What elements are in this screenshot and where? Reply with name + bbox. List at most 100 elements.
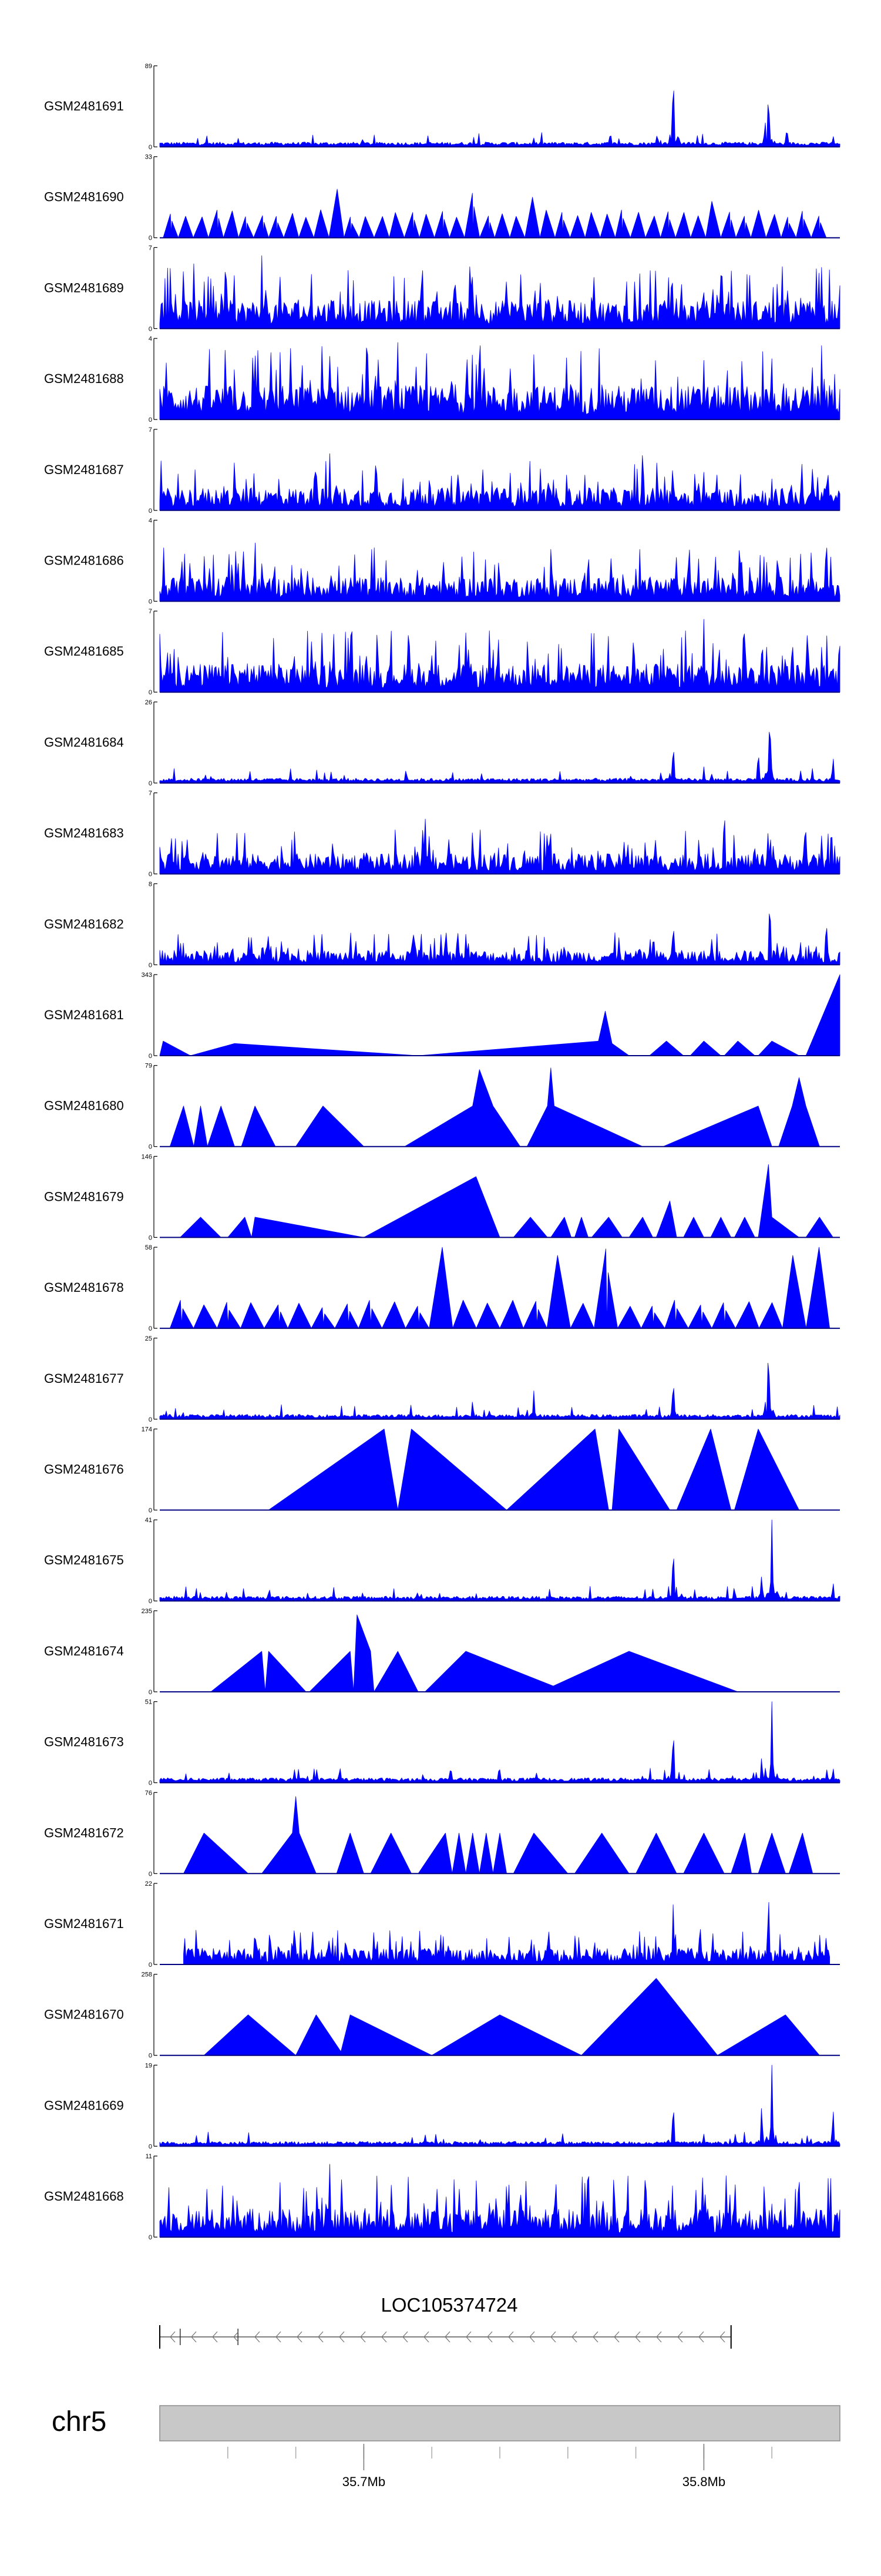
- strand-arrow-icon: [254, 2331, 260, 2343]
- strand-arrow-icon: [677, 2331, 683, 2343]
- track-label: GSM2481681: [44, 1007, 124, 1022]
- signal-area: [159, 731, 840, 784]
- y-tick-label-max: 8: [149, 881, 152, 888]
- y-tick-label-zero: 0: [149, 780, 152, 787]
- signal-area: [159, 255, 840, 329]
- track-label: GSM2481675: [44, 1553, 124, 1567]
- y-tick-label-max: 19: [145, 2062, 152, 2069]
- strand-arrow-icon: [297, 2331, 302, 2343]
- track-GSM2481678: GSM2481678 58 0: [44, 1244, 840, 1332]
- track-label: GSM2481690: [44, 190, 124, 204]
- signal-area: [159, 1519, 840, 1601]
- track-GSM2481681: GSM2481681 343 0: [44, 972, 840, 1060]
- y-tick-label-zero: 0: [149, 599, 152, 606]
- track-GSM2481677: GSM2481677 25 0: [44, 1335, 840, 1423]
- track-label: GSM2481669: [44, 2098, 124, 2112]
- strand-arrow-icon: [360, 2331, 366, 2343]
- y-tick-label-zero: 0: [149, 508, 152, 515]
- y-tick-label-max: 33: [145, 154, 152, 161]
- y-tick-label-max: 258: [142, 1972, 152, 1979]
- track-label: GSM2481672: [44, 1825, 124, 1840]
- track-label: GSM2481684: [44, 735, 124, 750]
- signal-area: [183, 1796, 813, 1874]
- signal-area: [159, 913, 840, 965]
- track-label: GSM2481688: [44, 371, 124, 386]
- strand-arrow-icon: [487, 2331, 493, 2343]
- y-tick-label-zero: 0: [149, 1325, 152, 1332]
- strand-arrow-icon: [571, 2331, 577, 2343]
- track-label: GSM2481687: [44, 462, 124, 477]
- y-tick-label-zero: 0: [149, 325, 152, 333]
- track-label: GSM2481676: [44, 1462, 124, 1477]
- signal-area: [159, 818, 840, 874]
- y-tick-label-zero: 0: [149, 144, 152, 151]
- y-tick-label-max: 76: [145, 1789, 152, 1796]
- strand-arrow-icon: [698, 2331, 704, 2343]
- signal-area: [159, 2065, 840, 2147]
- y-tick-label-zero: 0: [149, 1144, 152, 1151]
- strand-arrow-icon: [445, 2331, 450, 2343]
- strand-arrow-icon: [508, 2331, 514, 2343]
- tick-label: 35.8Mb: [682, 2474, 725, 2489]
- chromosome-bar: [159, 2405, 840, 2441]
- track-GSM2481668: GSM2481668 11 0: [44, 2153, 840, 2241]
- track-GSM2481683: GSM2481683 7 0: [44, 790, 840, 878]
- track-label: GSM2481691: [44, 99, 124, 113]
- y-tick-label-max: 174: [142, 1426, 152, 1433]
- signal-area: [159, 2164, 840, 2238]
- track-GSM2481679: GSM2481679 146 0: [44, 1153, 840, 1241]
- y-tick-label-max: 79: [145, 1063, 152, 1070]
- chromosome-label: chr5: [52, 2406, 106, 2437]
- y-tick-label-zero: 0: [149, 871, 152, 878]
- strand-arrow-icon: [656, 2331, 662, 2343]
- track-label: GSM2481683: [44, 826, 124, 841]
- gene-annotation-track: LOC105374724: [159, 2294, 732, 2349]
- y-tick-label-zero: 0: [149, 1780, 152, 1787]
- y-tick-label-zero: 0: [149, 1962, 152, 1969]
- strand-arrow-icon: [381, 2331, 387, 2343]
- signal-area: [180, 1164, 833, 1238]
- y-tick-label-max: 7: [149, 608, 152, 615]
- signal-area: [210, 1614, 738, 1692]
- y-tick-label-max: 11: [146, 2153, 152, 2160]
- signal-area: [163, 189, 827, 239]
- signal-area: [203, 1978, 820, 2056]
- track-GSM2481676: GSM2481676 174 0: [44, 1426, 840, 1514]
- track-GSM2481673: GSM2481673 51 0: [44, 1699, 840, 1787]
- y-tick-label-zero: 0: [149, 1689, 152, 1696]
- y-tick-label-zero: 0: [149, 2234, 152, 2241]
- signal-area: [183, 1902, 830, 1965]
- track-GSM2481687: GSM2481687 7 0: [44, 426, 840, 515]
- strand-arrow-icon: [614, 2331, 620, 2343]
- track-label: GSM2481670: [44, 2007, 124, 2022]
- strand-arrow-icon: [191, 2331, 197, 2343]
- axis-ticks: 35.7Mb 35.8Mb: [227, 2444, 772, 2489]
- strand-arrow-icon: [402, 2331, 408, 2343]
- y-tick-label-zero: 0: [149, 2143, 152, 2150]
- track-GSM2481670: GSM2481670 258 0: [44, 1972, 840, 2060]
- strand-arrow-icon: [423, 2331, 429, 2343]
- strand-arrow-icon: [318, 2331, 324, 2343]
- track-GSM2481682: GSM2481682 8 0: [44, 881, 840, 969]
- strand-arrow-icon: [212, 2331, 218, 2343]
- signal-area: [159, 619, 840, 693]
- signal-area: [159, 1362, 840, 1420]
- y-tick-label-max: 4: [149, 518, 152, 525]
- y-tick-label-max: 7: [149, 244, 152, 251]
- track-GSM2481686: GSM2481686 4 0: [44, 518, 840, 606]
- track-GSM2481669: GSM2481669 19 0: [44, 2062, 840, 2150]
- track-label: GSM2481680: [44, 1099, 124, 1113]
- gene-name-label: LOC105374724: [381, 2294, 517, 2316]
- strand-arrow-icon: [529, 2331, 535, 2343]
- y-tick-label-max: 58: [145, 1244, 152, 1251]
- track-label: GSM2481677: [44, 1371, 124, 1386]
- y-tick-label-zero: 0: [149, 1507, 152, 1514]
- y-tick-label-max: 343: [142, 972, 152, 979]
- track-GSM2481675: GSM2481675 41 0: [44, 1517, 840, 1605]
- strand-arrow-icon: [275, 2331, 281, 2343]
- track-GSM2481685: GSM2481685 7 0: [44, 608, 840, 696]
- signal-area: [159, 974, 840, 1056]
- track-label: GSM2481682: [44, 916, 124, 931]
